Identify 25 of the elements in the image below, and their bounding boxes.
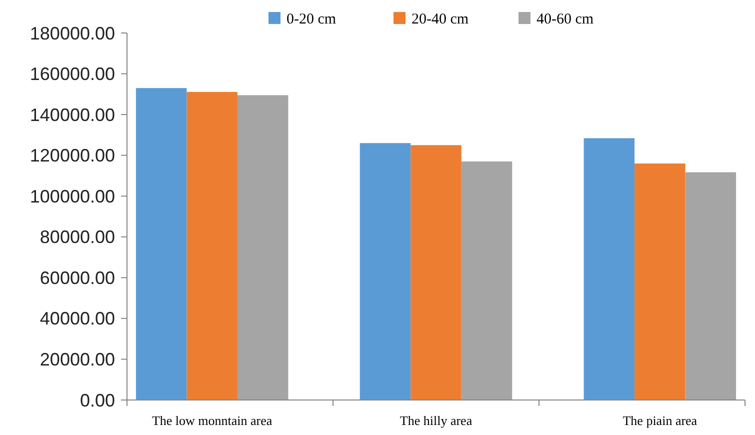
bar bbox=[136, 88, 187, 400]
y-tick-label: 0.00 bbox=[80, 390, 115, 410]
bar bbox=[584, 138, 635, 400]
y-tick-label: 160000.00 bbox=[30, 64, 115, 84]
y-tick-label: 100000.00 bbox=[30, 186, 115, 206]
y-tick-label: 40000.00 bbox=[40, 308, 115, 329]
x-tick-label: The hilly area bbox=[400, 413, 472, 428]
legend-label: 20-40 cm bbox=[412, 11, 469, 28]
y-tick-label: 180000.00 bbox=[30, 23, 115, 44]
bar bbox=[360, 143, 411, 400]
y-tick-label: 20000.00 bbox=[40, 350, 115, 370]
y-tick-label: 80000.00 bbox=[40, 227, 115, 248]
bar bbox=[410, 145, 462, 400]
x-tick-label: The piain area bbox=[622, 413, 698, 428]
x-tick-label: The low monntain area bbox=[152, 413, 272, 428]
bar bbox=[461, 161, 512, 400]
bar bbox=[634, 163, 686, 400]
legend-label: 40-60 cm bbox=[536, 11, 594, 28]
y-tick-label: 60000.00 bbox=[40, 268, 115, 288]
legend-label: 0-20 cm bbox=[286, 11, 336, 28]
y-tick-label: 140000.00 bbox=[30, 104, 115, 125]
bar bbox=[685, 172, 736, 400]
y-tick-label: 120000.00 bbox=[30, 146, 115, 166]
bar bbox=[186, 92, 238, 400]
bar bbox=[237, 95, 288, 400]
